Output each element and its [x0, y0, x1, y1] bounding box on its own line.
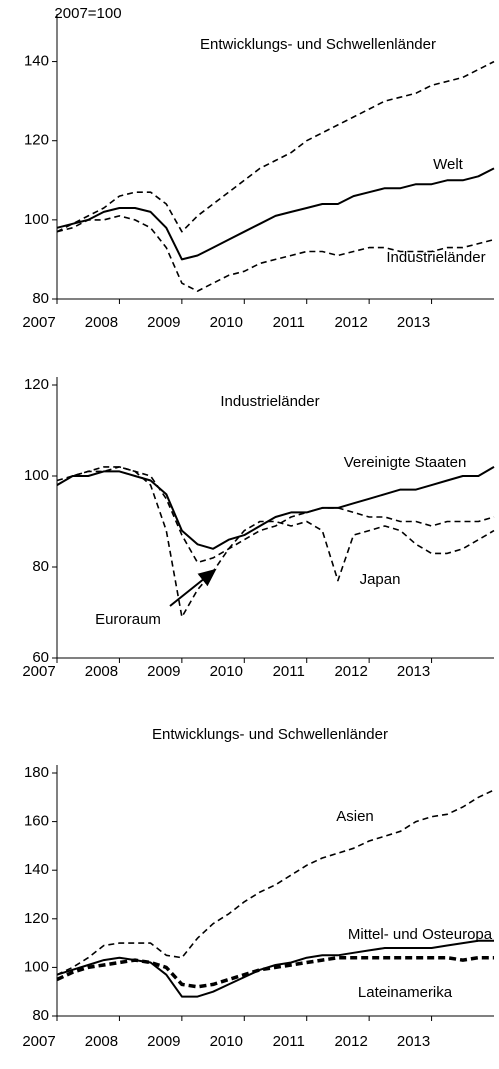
y-tick-label: 100: [24, 958, 49, 975]
x-tick-label: 2008: [85, 1033, 118, 1050]
y-tick-label: 180: [24, 764, 49, 781]
x-tick-label: 2010: [210, 1033, 243, 1050]
y-tick-label: 140: [24, 53, 49, 70]
x-tick-label: 2009: [147, 1033, 180, 1050]
series-label: Asien: [336, 808, 374, 825]
x-tick-label: 2007: [22, 663, 55, 680]
x-tick-label: 2012: [334, 663, 367, 680]
series-line: [56, 466, 495, 564]
series-label: Industrieländer: [386, 249, 485, 266]
series-label: Welt: [433, 156, 464, 173]
x-tick-label: 2011: [273, 314, 305, 331]
series-line: [56, 955, 494, 989]
y-tick-label: 80: [32, 1007, 49, 1024]
series-line: [56, 60, 495, 233]
series-label: Lateinamerika: [358, 984, 453, 1001]
series-line: [56, 466, 495, 550]
y-tick-label: 60: [32, 649, 49, 666]
y-tick-label: 120: [24, 376, 49, 393]
y-tick-label: 160: [24, 813, 49, 830]
x-tick-label: 2013: [397, 314, 430, 331]
panel-title: Industrieländer: [220, 393, 319, 410]
series-line: [56, 789, 495, 976]
series-label: Euroraum: [95, 611, 161, 628]
panel-title: Entwicklungs- und Schwellenländer: [152, 726, 388, 743]
y-tick-label: 80: [32, 290, 49, 307]
y-tick-label: 100: [24, 211, 49, 228]
x-tick-label: 2013: [397, 663, 430, 680]
x-tick-label: 2008: [85, 663, 118, 680]
series-label: Mittel- und Osteuropa: [348, 926, 493, 943]
x-tick-label: 2010: [210, 314, 243, 331]
annotation-arrow: [169, 568, 217, 607]
x-tick-label: 2012: [334, 314, 367, 331]
x-tick-label: 2009: [147, 314, 180, 331]
series-line: [56, 167, 495, 261]
y-tick-label: 140: [24, 861, 49, 878]
x-tick-label: 2010: [210, 663, 243, 680]
y-tick-label: 120: [24, 132, 49, 149]
x-tick-label: 2007: [22, 314, 55, 331]
series-line: [56, 939, 494, 998]
series-label: Japan: [360, 571, 401, 588]
x-tick-label: 2011: [273, 1033, 305, 1050]
y-tick-label: 80: [32, 558, 49, 575]
x-tick-label: 2009: [147, 663, 180, 680]
x-tick-label: 2013: [397, 1033, 430, 1050]
series-line: [56, 215, 495, 292]
series-line: [56, 466, 495, 618]
y-label: 2007=100: [54, 5, 121, 22]
series-label: Entwicklungs- und Schwellenländer: [200, 36, 436, 53]
y-tick-label: 100: [24, 467, 49, 484]
x-tick-label: 2008: [85, 314, 118, 331]
y-tick-label: 120: [24, 910, 49, 927]
x-tick-label: 2012: [334, 1033, 367, 1050]
series-label: Vereinigte Staaten: [344, 454, 467, 471]
x-tick-label: 2011: [273, 663, 305, 680]
x-tick-label: 2007: [22, 1033, 55, 1050]
